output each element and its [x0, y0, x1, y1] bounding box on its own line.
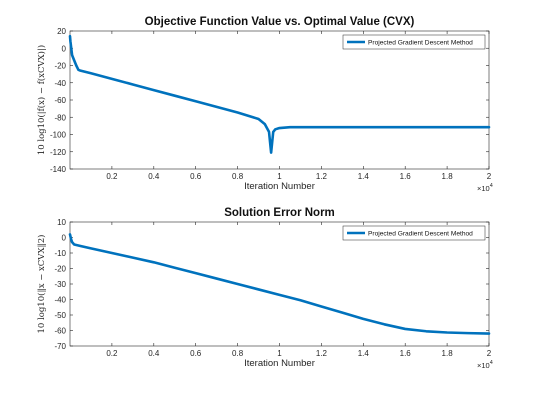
x-exponent-label: ×104	[477, 183, 493, 193]
y-tick-label: -40	[54, 79, 66, 88]
legend-box	[342, 225, 486, 241]
x-tick-label: 1.2	[316, 172, 328, 181]
x-tick-label: 0.8	[232, 172, 244, 181]
y-tick-label: -60	[54, 327, 66, 336]
x-tick-label: 0.4	[148, 349, 160, 358]
chart-title: Objective Function Value vs. Optimal Val…	[145, 16, 415, 28]
chart-panel-2: 0.2 0.4 0.6 0.8 1 1.2 1.4 1.6 1.8 2 10 0 -10 -20 -30 -4…	[36, 207, 493, 370]
x-tick-label: 0.2	[106, 172, 118, 181]
x-tick-label: 1.4	[358, 349, 370, 358]
x-tick-label: 2	[487, 349, 492, 358]
x-tick-label: 1	[277, 349, 282, 358]
y-tick-label: 20	[57, 27, 66, 36]
legend: Projected Gradient Descent Method	[342, 34, 486, 50]
y-tick-label: -100	[50, 131, 67, 140]
chart-title: Solution Error Norm	[224, 207, 335, 219]
plot-area	[69, 30, 490, 170]
x-tick-label: 0.4	[148, 172, 160, 181]
x-axis-label: Iteration Number	[244, 181, 315, 192]
y-tick-label: 0	[62, 234, 67, 243]
x-tick-label: 1.2	[316, 349, 328, 358]
y-tick-label: -140	[50, 165, 67, 174]
y-tick-label: -80	[54, 113, 66, 122]
x-tick-label: 0.6	[190, 172, 202, 181]
y-tick-label: 0	[62, 44, 67, 53]
x-axis-label: Iteration Number	[244, 358, 315, 369]
y-tick-label: -50	[54, 311, 66, 320]
y-tick-label: -60	[54, 96, 66, 105]
y-tick-label: -40	[54, 296, 66, 305]
series-line-1	[68, 34, 491, 154]
x-tick-label: 1	[277, 172, 282, 181]
x-tick-label: 0.2	[106, 349, 118, 358]
x-exponent-label: ×104	[477, 360, 493, 370]
x-tick-label: 2	[487, 172, 492, 181]
y-tick-label: -20	[54, 265, 66, 274]
plot-area	[69, 221, 490, 347]
y-axis-label: 10 log10(‖x − xCVX‖2)	[36, 235, 47, 334]
legend: Projected Gradient Descent Method	[342, 225, 486, 241]
x-tick-label: 1.4	[358, 172, 370, 181]
legend-label: Projected Gradient Descent Method	[368, 39, 473, 46]
x-tick-label: 0.6	[190, 349, 202, 358]
y-tick-label: -120	[50, 148, 67, 157]
legend-label: Projected Gradient Descent Method	[368, 230, 473, 237]
series-line-1	[68, 233, 491, 335]
x-tick-label: 1.6	[400, 349, 412, 358]
x-tick-label: 0.8	[232, 349, 244, 358]
x-tick-label: 1.8	[442, 349, 454, 358]
chart-panel-1: 0.2 0.4 0.6 0.8 1 1.2 1.4 1.6 1.8 2 20 0 -20 -40 -60 -8…	[36, 16, 493, 193]
y-tick-label: 10	[57, 218, 66, 227]
y-tick-label: -30	[54, 280, 66, 289]
y-axis-label: 10 log10(|f(x) − f(xCVX)|)	[36, 45, 47, 155]
y-tick-label: -20	[54, 62, 66, 71]
y-tick-label: -70	[54, 342, 66, 351]
legend-box	[342, 34, 486, 50]
x-tick-label: 1.6	[400, 172, 412, 181]
x-tick-label: 1.8	[442, 172, 454, 181]
y-tick-label: -10	[54, 249, 66, 258]
